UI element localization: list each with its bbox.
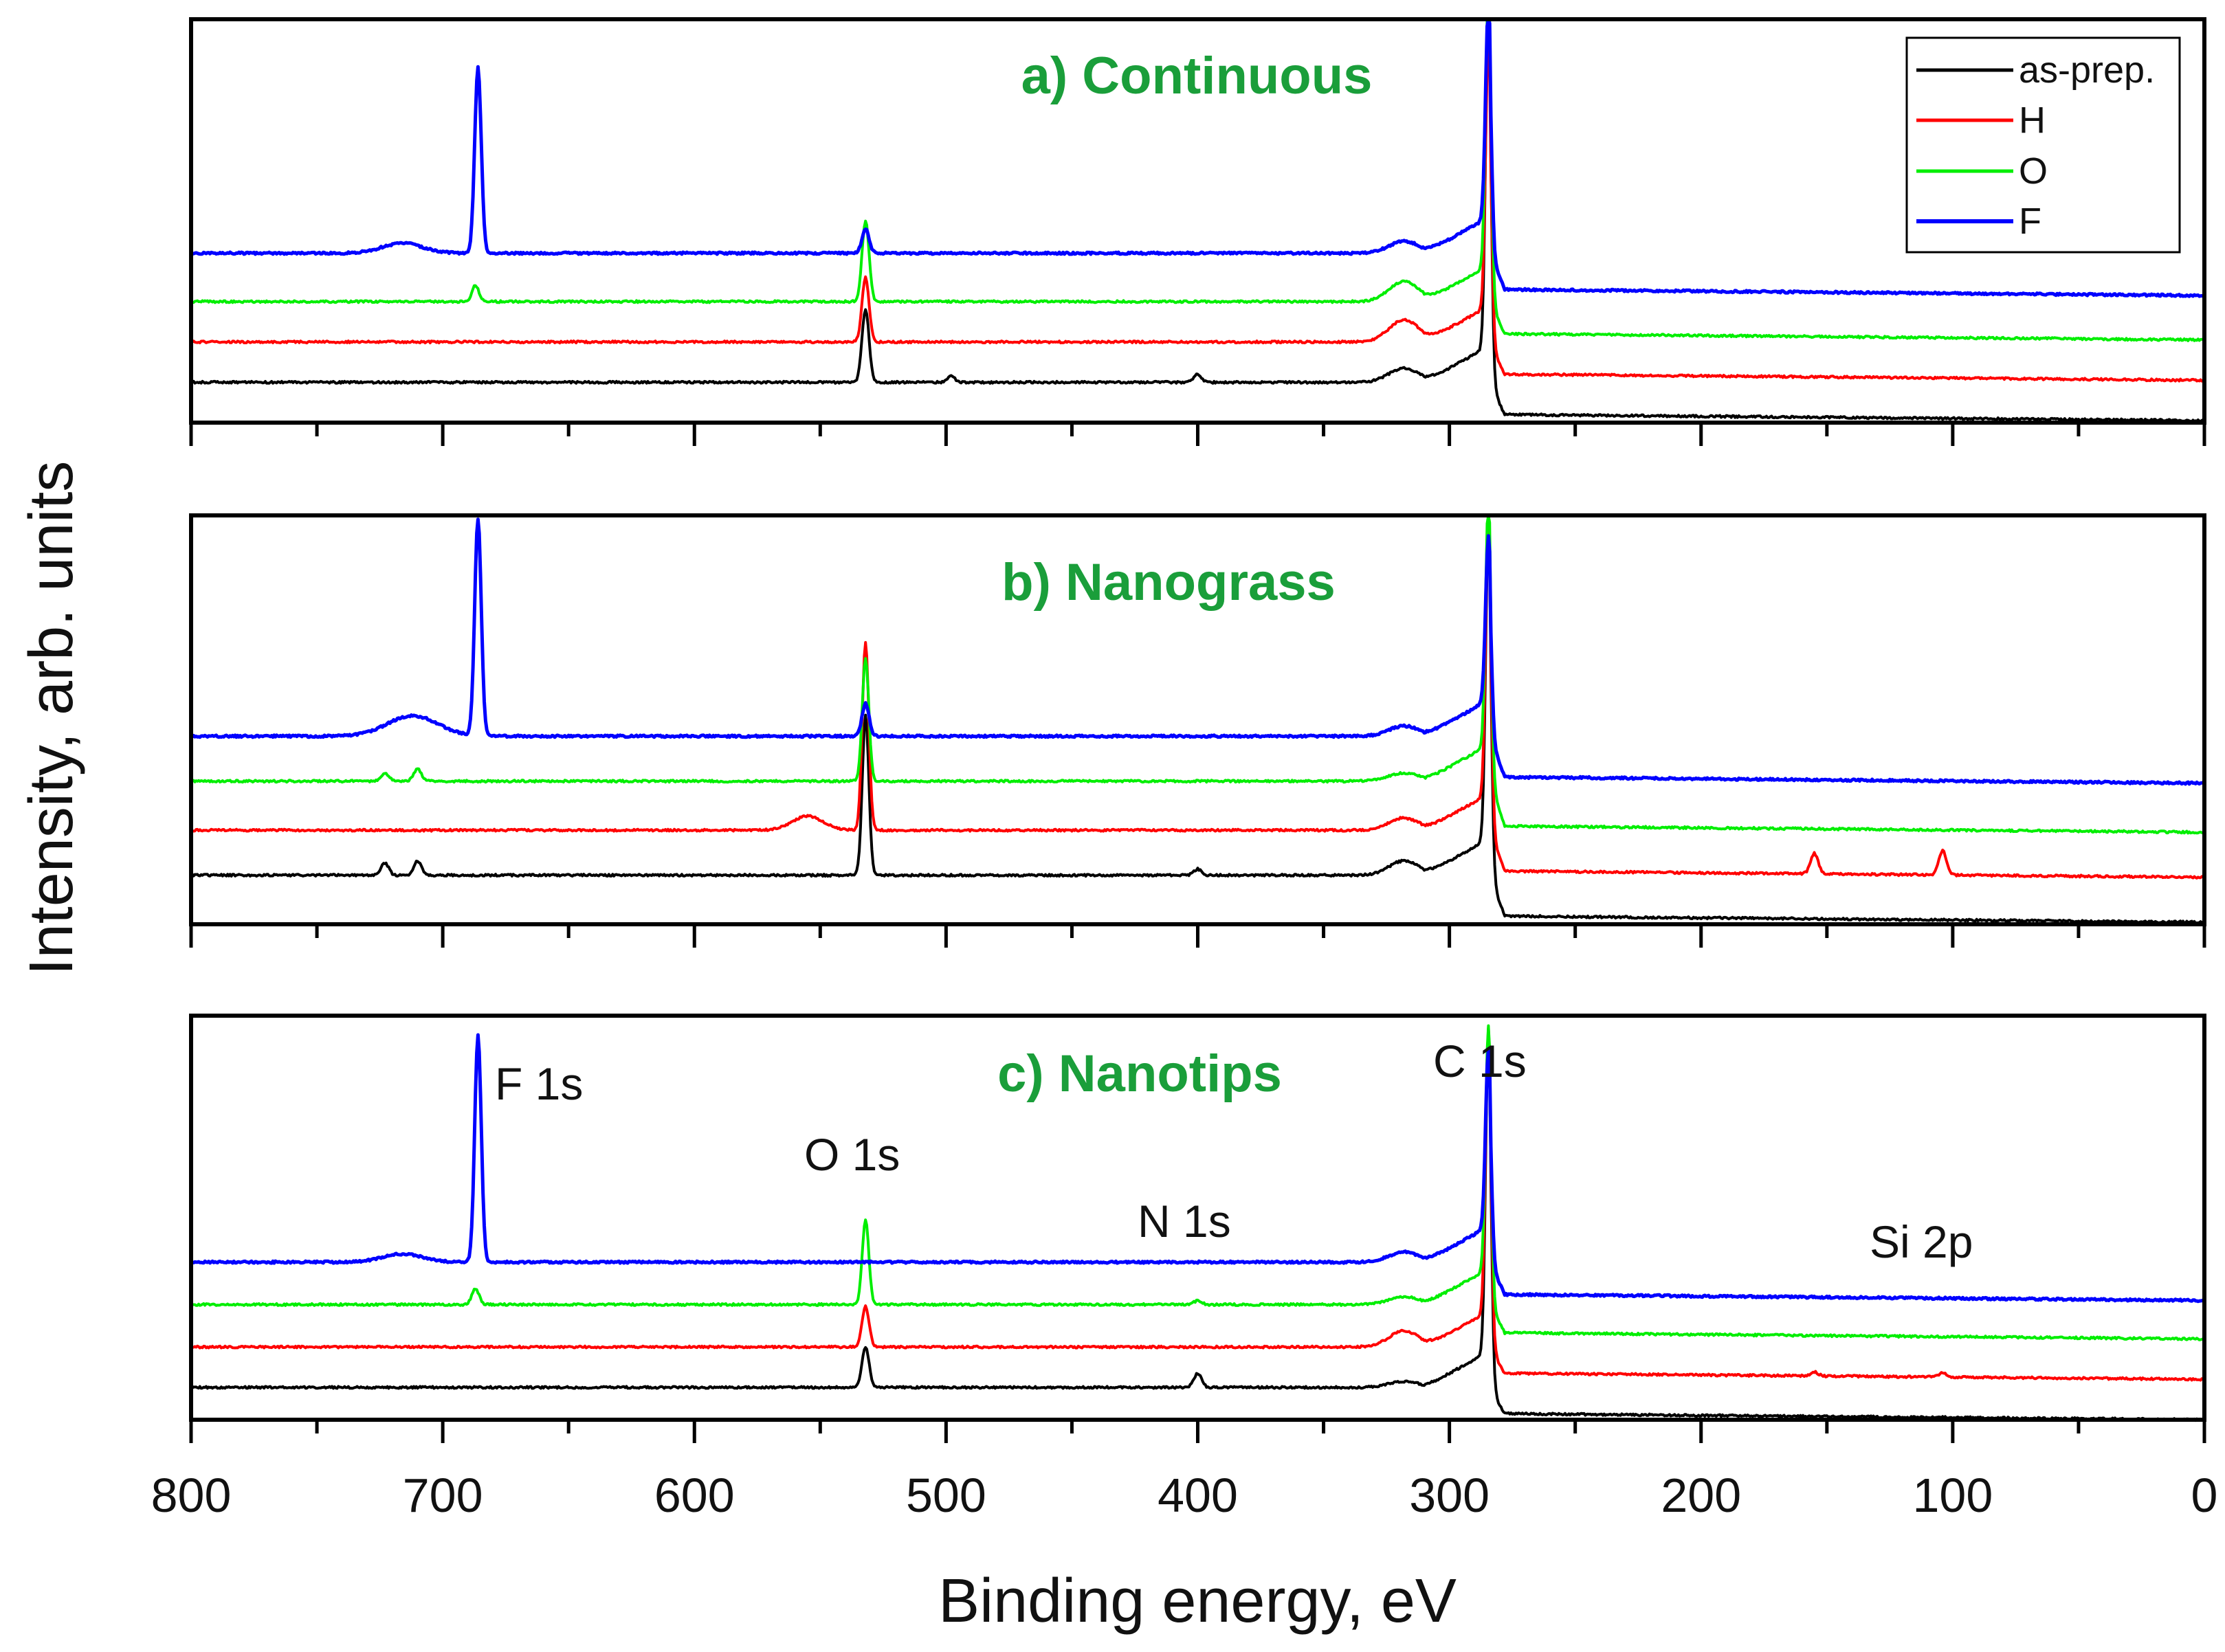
x-tick-label: 700 <box>403 1469 483 1522</box>
peak-label-f-1s: F 1s <box>495 1058 583 1109</box>
panel-c-series-o <box>190 1024 2205 1341</box>
panel-c-series-f <box>190 1033 2206 1304</box>
x-tick-label: 0 <box>2191 1469 2218 1522</box>
panel-b-series-h <box>190 527 2206 880</box>
x-tick-label: 800 <box>151 1469 232 1522</box>
panel-b-title: b) Nanograss <box>1001 553 1336 612</box>
peak-label-o-1s: O 1s <box>804 1129 900 1180</box>
panel-b: b) Nanograss <box>189 513 2206 948</box>
panel-a-series-group <box>190 17 2206 423</box>
panel-b-series-o <box>190 514 2205 835</box>
legend: as-prep. H O F <box>1905 36 2181 254</box>
panel-c-ticks <box>189 1420 2206 1443</box>
panel-c-series-asprep <box>190 1036 2205 1422</box>
panel-a: a) Continuous as-prep. H O F <box>189 17 2206 446</box>
legend-label-o: O <box>2019 150 2048 192</box>
panel-a-series-o <box>190 18 2206 342</box>
legend-label-h: H <box>2019 100 2046 141</box>
x-axis-title: Binding energy, eV <box>938 1567 1457 1636</box>
panel-b-series-f <box>190 517 2206 786</box>
panel-c-title: c) Nanotips <box>997 1045 1282 1103</box>
x-tick-label: 200 <box>1661 1469 1741 1522</box>
panel-a-series-f <box>190 17 2206 298</box>
panel-c: c) Nanotips F 1s O 1s N 1s C 1s Si 2p <box>189 1014 2206 1443</box>
legend-label-f: F <box>2019 201 2041 242</box>
peak-label-c-1s: C 1s <box>1433 1036 1527 1086</box>
y-axis-title: Intensity, arb. units <box>17 461 86 976</box>
peak-label-si-2p: Si 2p <box>1870 1216 1973 1267</box>
x-tick-label: 100 <box>1912 1469 1993 1522</box>
panel-a-title: a) Continuous <box>1021 47 1373 105</box>
panel-a-series-h <box>190 43 2206 383</box>
panel-a-ticks <box>189 423 2206 446</box>
panel-b-series-asprep <box>190 531 2206 925</box>
legend-box <box>1905 36 2181 254</box>
peak-label-n-1s: N 1s <box>1138 1196 1231 1247</box>
panel-b-ticks <box>189 924 2206 948</box>
panel-b-series-group <box>190 514 2206 925</box>
x-tick-label: 600 <box>654 1469 735 1522</box>
panel-c-series-h <box>190 1026 2205 1382</box>
x-tick-label: 300 <box>1409 1469 1490 1522</box>
panel-a-series-asprep <box>190 18 2206 423</box>
x-tick-label: 500 <box>906 1469 986 1522</box>
legend-label-as-prep: as-prep. <box>2019 49 2155 91</box>
panel-c-series-group <box>190 1024 2206 1422</box>
x-tick-labels: 800 700 600 500 400 300 200 100 0 <box>151 1469 2218 1522</box>
x-tick-label: 400 <box>1158 1469 1238 1522</box>
